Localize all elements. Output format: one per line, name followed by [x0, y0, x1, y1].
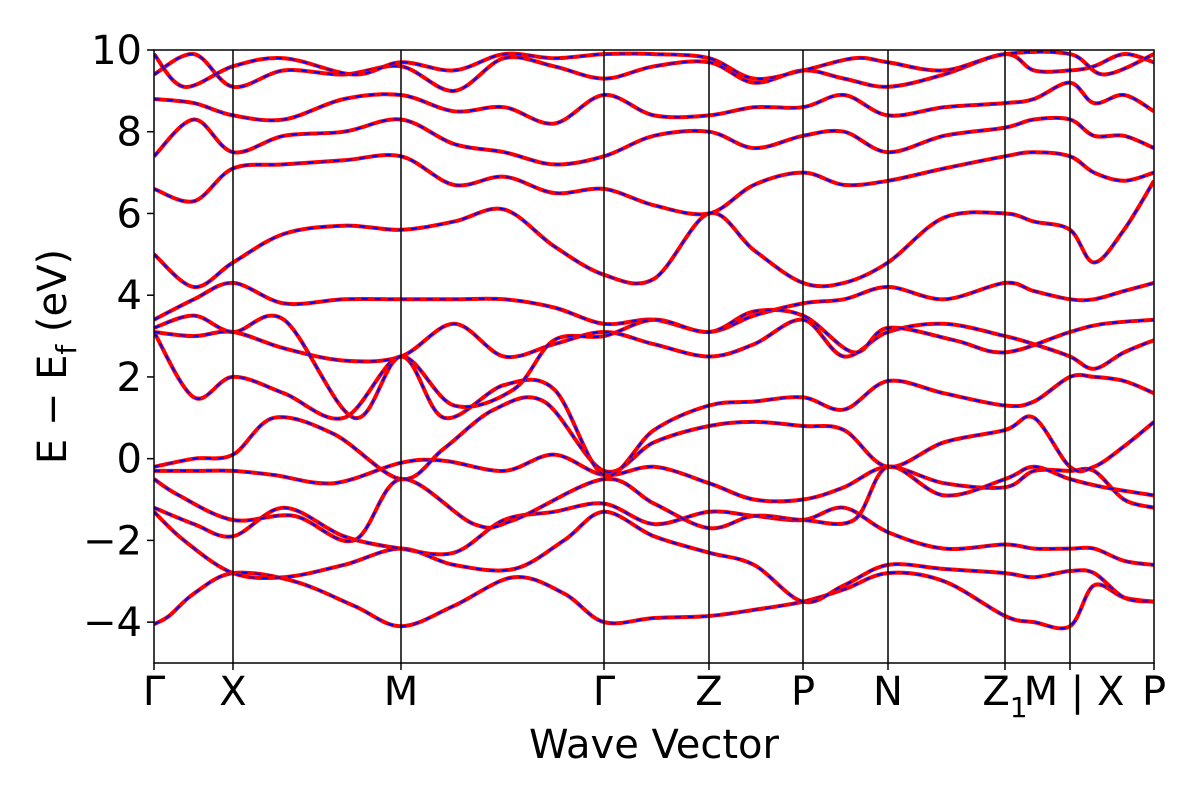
- y-tick-label: 8: [117, 110, 142, 156]
- y-tick-label: 6: [117, 191, 142, 237]
- band-line-6: [154, 330, 1154, 478]
- y-tick-label: −2: [83, 518, 142, 564]
- band-overlay-1: [154, 571, 1154, 630]
- y-axis-label-unit: [30, 332, 76, 345]
- y-tick-label: 10: [91, 28, 142, 74]
- y-axis-ticks: −4 −2 0 2 4 6 8 10: [83, 28, 154, 646]
- y-tick-label: 0: [117, 437, 142, 483]
- k-point-lines: [232, 50, 1071, 663]
- k-point-label: P: [791, 669, 815, 715]
- y-axis-label: E − Ef (eV): [30, 249, 83, 464]
- band-overlay-5: [154, 396, 1154, 481]
- band-overlay-15: [154, 308, 1154, 419]
- x-axis-label: Wave Vector: [529, 722, 780, 768]
- y-axis-label-subscript: f: [50, 344, 83, 355]
- x-axis-ticks: Γ X M Γ Z P N Z1M | X P: [143, 663, 1166, 724]
- y-tick-label: 4: [117, 273, 142, 319]
- band-overlay-12: [154, 81, 1154, 125]
- k-point-label: X: [219, 669, 246, 715]
- y-tick-label: 2: [117, 355, 142, 401]
- k-point-label: P: [1142, 669, 1166, 715]
- k-point-label: Γ: [143, 669, 166, 715]
- band-overlay-16: [154, 50, 1154, 88]
- k-point-label: Z: [695, 669, 722, 715]
- k-point-label: M | X: [1024, 669, 1125, 715]
- plot-frame: [153, 49, 1155, 664]
- k-point-label: Z1: [982, 669, 1027, 724]
- y-axis-label-main: E − E: [30, 355, 76, 465]
- band-overlay-2: [154, 510, 1154, 604]
- k-point-label: M: [384, 669, 419, 715]
- k-point-label: Γ: [593, 669, 616, 715]
- y-axis-label-unit-text: (eV): [30, 249, 76, 332]
- k-point-label: N: [873, 669, 903, 715]
- band-overlay-14: [154, 465, 1154, 543]
- y-tick-label: −4: [83, 600, 142, 646]
